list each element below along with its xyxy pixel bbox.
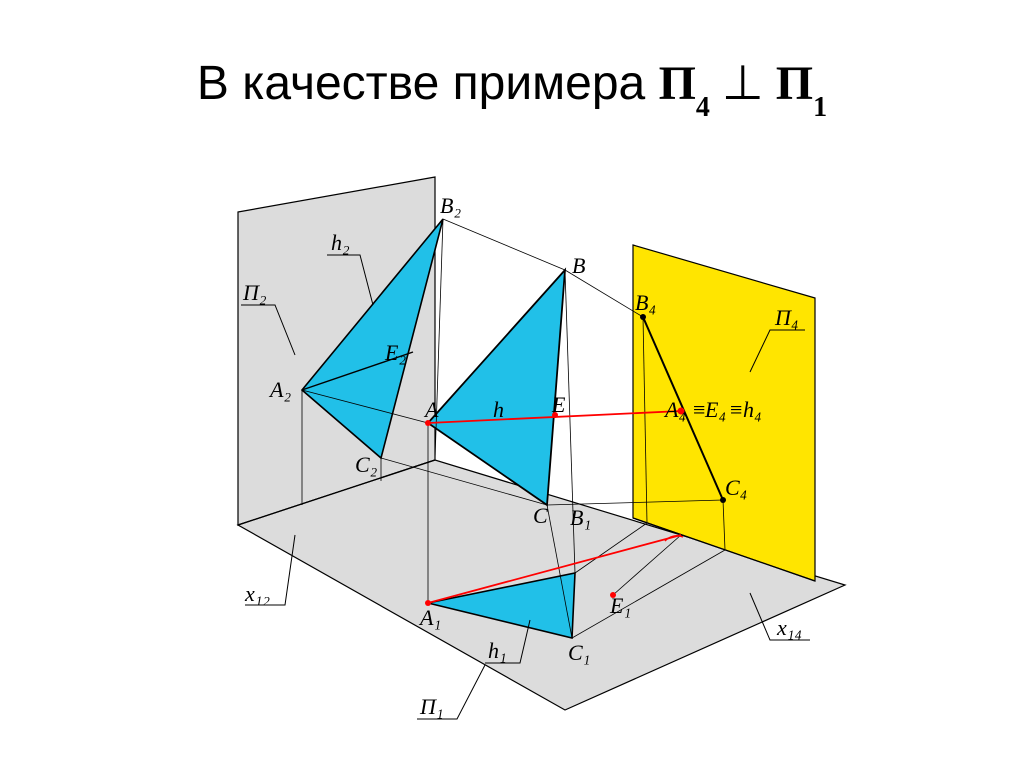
label-A: A (423, 397, 439, 422)
label-p4: П₄ (774, 305, 799, 330)
label-x12: x₁₂ (244, 581, 270, 606)
label-E2: E₂ (384, 340, 406, 365)
label-C2: C₂ (355, 452, 378, 477)
label-E1: E₁ (609, 593, 631, 618)
label-E4: E₄ (704, 397, 726, 422)
label-B1: B₁ (570, 505, 591, 530)
label-eq2: ≡ (730, 397, 742, 422)
label-B4: B₄ (635, 290, 656, 315)
label-C4: C₄ (725, 475, 747, 500)
label-A1: A₁ (418, 605, 441, 630)
label-h: h (493, 397, 504, 422)
label-A4: A₄ (663, 397, 686, 422)
title-pi4: П (659, 57, 696, 110)
label-h4: h₄ (743, 397, 762, 422)
label-eq1: ≡ (693, 397, 705, 422)
label-A2: A₂ (268, 377, 291, 402)
label-p1: П₁ (419, 694, 444, 719)
label-p2: П₂ (242, 280, 267, 305)
label-h1: h₁ (488, 638, 507, 663)
label-E: E (551, 392, 566, 417)
label-C: C (533, 503, 548, 528)
label-x14: x₁₄ (776, 615, 802, 640)
page-title: В качестве примера П4 ⊥ П1 (0, 55, 1024, 118)
diagram-stage: П₂ h₂ П₄ h₁ П₁ x₁₂ x₁₄ B₂ A₂ E₂ C₂ B A h… (145, 165, 895, 725)
label-C1: C₁ (568, 640, 590, 665)
title-lead: В качестве примера (197, 57, 659, 110)
label-h2: h₂ (331, 230, 350, 255)
title-sub1: 1 (813, 92, 827, 123)
title-pi1: П (776, 57, 813, 110)
projection-diagram: П₂ h₂ П₄ h₁ П₁ x₁₂ x₁₄ B₂ A₂ E₂ C₂ B A h… (145, 165, 895, 725)
title-perp: ⊥ (710, 57, 776, 110)
label-B2: B₂ (440, 193, 461, 218)
title-sub4: 4 (696, 92, 710, 123)
label-B: B (572, 253, 585, 278)
